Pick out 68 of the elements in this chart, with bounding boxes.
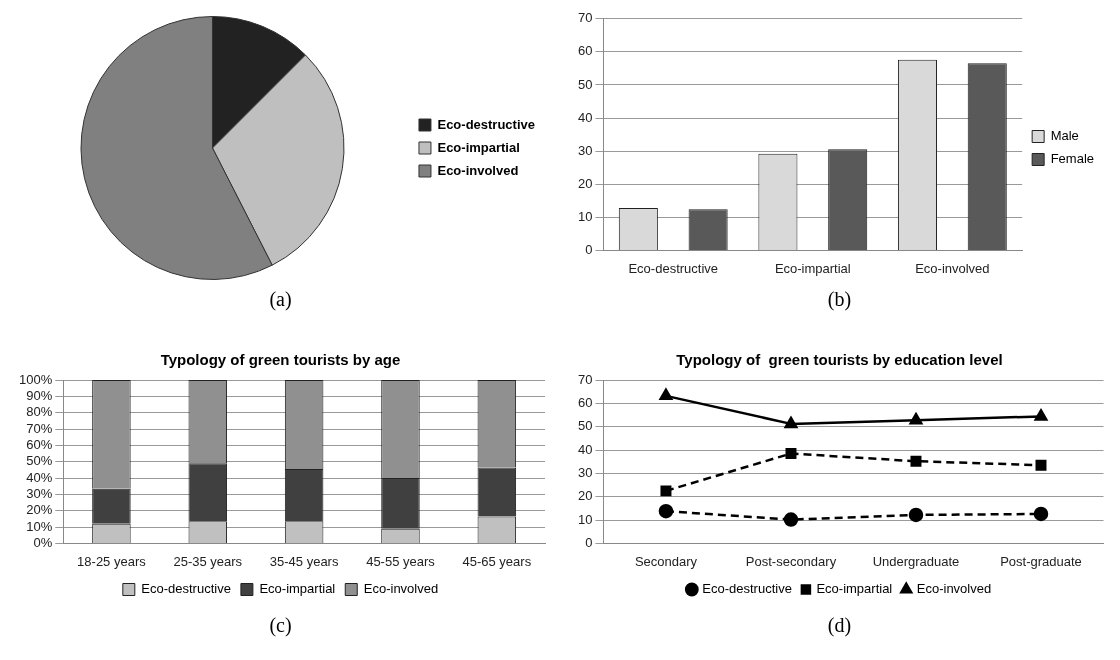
y-tick-label: 90% [26,387,53,403]
point [908,507,924,523]
y-tick-label: 40 [577,109,593,125]
x-tick-label: Eco-impartial [774,260,851,276]
y-tick-label: 10% [26,518,53,534]
y-tick-label: 20% [26,502,53,518]
text: (c) [268,614,293,637]
y-tick-label: 70 [577,371,593,387]
y-tick-label: 30 [577,142,593,158]
y-tick-label: 80% [26,404,53,420]
x-tick-label: 25-35 years [173,553,243,569]
y-tick-label: 30% [26,485,53,501]
point [910,455,922,467]
x-tick-label: Post-secondary [745,553,837,569]
y-tick-label: 10 [577,208,593,224]
x-tick-label: 35-45 years [269,553,339,569]
point [660,485,672,497]
chart-title: Typology of green tourists by age [160,351,401,369]
point [785,448,797,460]
point [784,416,798,429]
legend-label: Female [1050,151,1095,167]
y-tick-label: 10 [577,511,593,527]
y-tick-label: 70 [577,10,593,26]
legend-label: Eco-impartial [816,581,893,597]
point [1035,459,1047,471]
legend-label: Eco-destructive [141,581,231,597]
legend-label: Male [1050,128,1079,144]
y-tick-label: 50 [577,418,593,434]
x-tick-label: 18-25 years [77,553,147,569]
y-tick-label: 60% [26,436,53,452]
x-tick-label: Undergraduate [872,553,960,569]
y-tick-label: 0 [585,534,593,550]
x-tick-label: Post-graduate [1000,553,1082,569]
text: (b) [826,288,853,311]
y-tick-label: 70% [26,420,53,436]
x-tick-label: Eco-destructive [628,260,719,276]
y-tick-label: 20 [577,488,593,504]
legend-label: Eco-destructive [437,116,536,132]
x-tick-label: 45-65 years [462,553,532,569]
y-tick-label: 50 [577,76,593,92]
point [783,512,799,527]
y-tick-label: 50% [26,453,53,469]
y-tick-label: 40% [26,469,53,485]
y-tick-label: 60 [577,43,593,59]
text: (d) [826,614,853,637]
legend-label: Eco-involved [916,581,992,597]
y-tick-label: 60 [577,394,593,410]
text: (a) [268,288,293,311]
legend-label: Eco-impartial [437,139,520,155]
legend-label: Eco-involved [363,581,439,597]
point [658,503,674,519]
x-tick-label: Eco-involved [915,260,990,276]
legend-label: Eco-involved [437,162,519,178]
point [1034,409,1048,421]
x-tick-label: 45-55 years [366,553,436,569]
point [909,412,923,425]
y-tick-label: 0% [33,534,53,550]
legend-label: Eco-destructive [702,581,792,597]
y-tick-label: 0 [585,241,593,257]
y-tick-label: 40 [577,441,593,457]
y-tick-label: 100% [19,371,53,387]
y-tick-label: 20 [577,175,593,191]
x-tick-label: Secondary [634,553,698,569]
y-tick-label: 30 [577,464,593,480]
chart-title: Typology of green tourists by education level [676,351,1003,369]
point [659,388,673,401]
point [1033,506,1049,522]
legend-label: Eco-impartial [259,581,336,597]
